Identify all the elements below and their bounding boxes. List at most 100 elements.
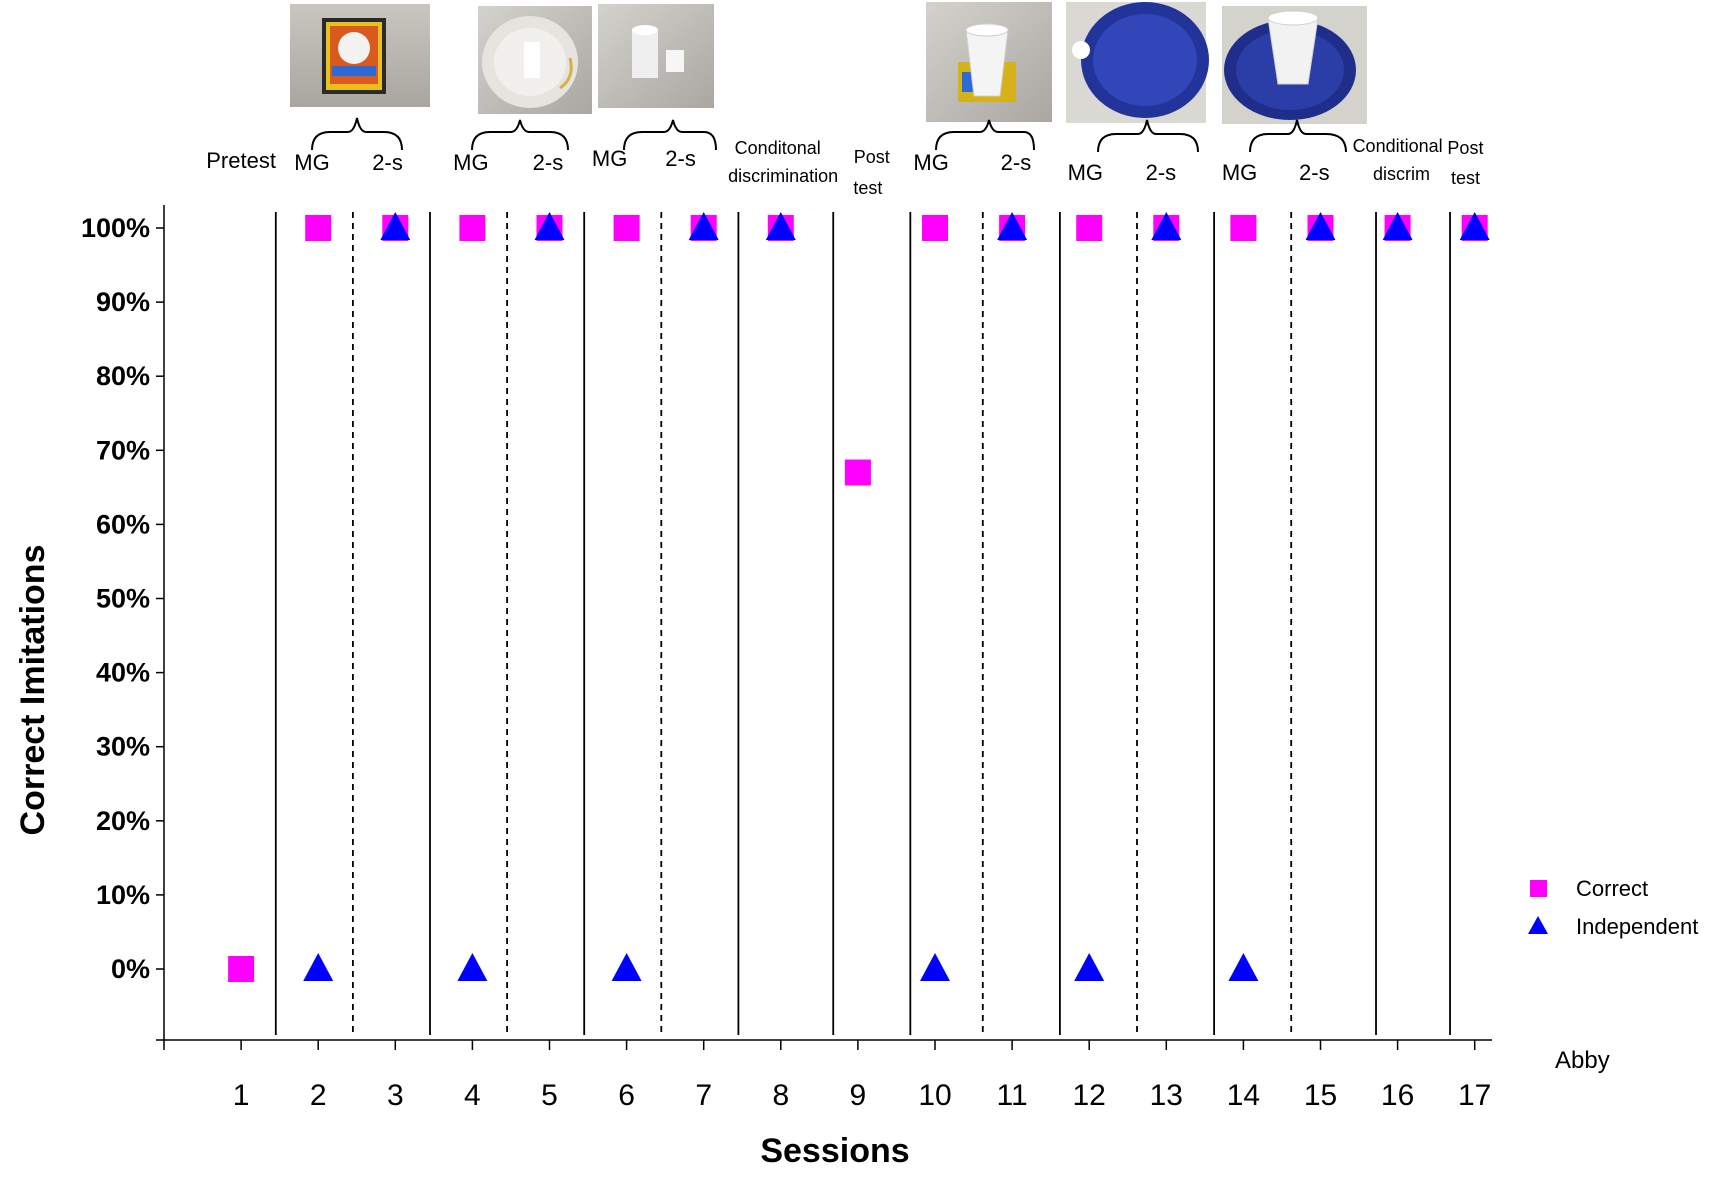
phase-label: MG [913,150,948,175]
independent-marker [1151,212,1182,240]
correct-marker [228,956,255,982]
phase-label: discrim [1373,164,1430,184]
x-tick-label: 10 [918,1079,951,1112]
x-ticks: 1 2 3 4 5 6 7 8 9 10 11 12 13 14 15 16 17 [163,1040,1491,1112]
independent-marker [1382,212,1413,240]
independent-marker [1459,212,1490,240]
y-tick-label: 100% [81,213,150,243]
x-tick-label: 1 [233,1079,250,1112]
independent-marker [534,212,565,240]
phase-label: Post [854,147,890,167]
x-tick-label: 14 [1227,1079,1260,1112]
correct-marker [844,459,871,486]
x-tick-label: 16 [1381,1079,1414,1112]
legend: Correct Independent [1528,876,1698,939]
brace [471,119,569,151]
cup-on-plate-photo [598,4,714,108]
participant-name: Abby [1555,1047,1610,1074]
phase-labels: Pretest MG 2-s MG 2-s MG 2-s Conditonal discrimi… [206,136,1483,198]
x-tick-label: 17 [1458,1079,1491,1112]
phase-label: MG [1068,160,1103,185]
phase-label: Pretest [206,148,276,173]
y-tick-label: 20% [96,806,150,836]
independent-marker [1074,953,1105,981]
correct-marker [1076,215,1103,241]
phase-label: MG [592,146,627,171]
phase-label: 2-s [1299,160,1330,185]
independent-marker [303,953,334,981]
phase-label: test [853,178,882,198]
crayon-box-photo [290,4,430,107]
correct-marker [922,215,948,241]
y-tick-label: 70% [96,435,150,465]
independent-marker [688,212,719,240]
phase-label: Conditional [1353,136,1443,156]
data-markers [228,212,1490,982]
phase-braces [311,117,1347,153]
correct-marker [613,215,640,241]
x-tick-label: 13 [1150,1079,1183,1112]
legend-marker-independent [1528,916,1548,934]
y-axis-title: Correct Imitations [14,545,52,836]
independent-marker [611,953,642,981]
phase-label: MG [1222,160,1257,185]
correct-marker [305,215,332,241]
x-tick-label: 15 [1304,1079,1337,1112]
x-tick-label: 9 [850,1079,867,1112]
legend-label-independent: Independent [1576,914,1698,939]
y-tick-label: 10% [96,880,150,910]
phase-label: 2-s [1001,150,1032,175]
x-tick-label: 2 [310,1079,327,1112]
independent-marker [1305,212,1336,240]
phase-label: discrimination [728,166,838,186]
x-axis-title: Sessions [760,1132,909,1170]
independent-marker [920,953,950,981]
independent-marker [997,212,1028,240]
x-tick-label: 7 [695,1079,712,1112]
phase-label: 2-s [533,150,564,175]
cup-on-box-photo [926,2,1052,122]
blue-plate-photo [1066,2,1209,123]
stimulus-photos [290,2,1367,124]
x-tick-label: 3 [387,1079,404,1112]
phase-lines [274,212,1451,1035]
independent-marker [765,212,796,240]
phase-label: MG [453,150,488,175]
y-tick-label: 30% [96,732,150,762]
x-tick-label: 5 [541,1079,558,1112]
x-tick-label: 11 [997,1079,1028,1112]
y-ticks: 0% 10% 20% 30% 40% 50% 60% 70% 80% 90% 100% [81,213,164,1041]
x-tick-label: 6 [618,1079,635,1112]
brace [1249,119,1347,153]
phase-label: 2-s [1146,160,1177,185]
phase-label: 2-s [665,146,696,171]
x-tick-label: 8 [772,1079,789,1112]
y-tick-label: 40% [96,658,150,688]
brace [935,119,1035,151]
phase-label: test [1451,168,1480,188]
brace [623,119,717,151]
phase-label: Conditonal [735,138,821,158]
axes [163,205,1492,1041]
y-tick-label: 60% [96,509,150,539]
plate-ring-photo [478,6,592,114]
cup-on-blue-plate-photo [1222,6,1367,124]
y-tick-label: 90% [96,287,150,317]
brace [311,117,403,151]
phase-label: 2-s [372,150,403,175]
brace [1097,119,1199,153]
legend-label-correct: Correct [1576,876,1648,901]
correct-marker [459,215,486,241]
independent-marker [380,212,411,240]
phase-label: Post [1447,138,1483,158]
legend-marker-correct [1530,880,1547,897]
independent-marker [457,953,488,981]
phase-label: MG [294,150,329,175]
x-tick-label: 4 [464,1079,481,1112]
independent-marker [1228,953,1259,981]
correct-marker [1230,215,1257,241]
y-tick-label: 0% [111,954,150,984]
y-tick-label: 50% [96,584,150,614]
x-tick-label: 12 [1073,1079,1106,1112]
